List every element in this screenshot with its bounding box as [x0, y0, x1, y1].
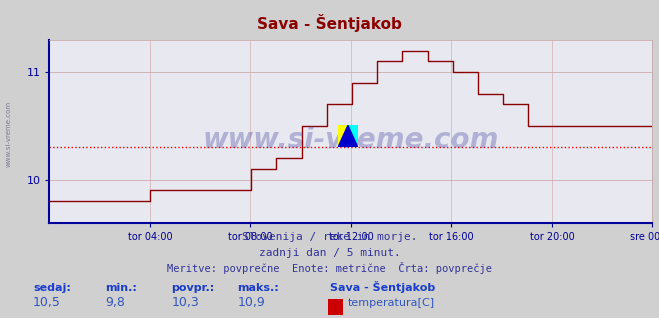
Polygon shape: [338, 125, 358, 147]
Text: maks.:: maks.:: [237, 283, 279, 293]
Polygon shape: [338, 125, 348, 147]
Text: zadnji dan / 5 minut.: zadnji dan / 5 minut.: [258, 248, 401, 258]
Text: temperatura[C]: temperatura[C]: [347, 298, 434, 308]
Text: sedaj:: sedaj:: [33, 283, 71, 293]
Text: 10,9: 10,9: [237, 296, 265, 309]
Polygon shape: [348, 125, 358, 147]
Text: min.:: min.:: [105, 283, 137, 293]
Text: Slovenija / reke in morje.: Slovenija / reke in morje.: [242, 232, 417, 242]
Text: povpr.:: povpr.:: [171, 283, 215, 293]
Text: 10,3: 10,3: [171, 296, 199, 309]
Text: www.si-vreme.com: www.si-vreme.com: [203, 126, 499, 154]
Text: 10,5: 10,5: [33, 296, 61, 309]
Text: Sava - Šentjakob: Sava - Šentjakob: [257, 14, 402, 32]
Text: www.si-vreme.com: www.si-vreme.com: [5, 100, 12, 167]
Text: Meritve: povprečne  Enote: metrične  Črta: povprečje: Meritve: povprečne Enote: metrične Črta:…: [167, 262, 492, 274]
Text: Sava - Šentjakob: Sava - Šentjakob: [330, 281, 435, 293]
Text: 9,8: 9,8: [105, 296, 125, 309]
